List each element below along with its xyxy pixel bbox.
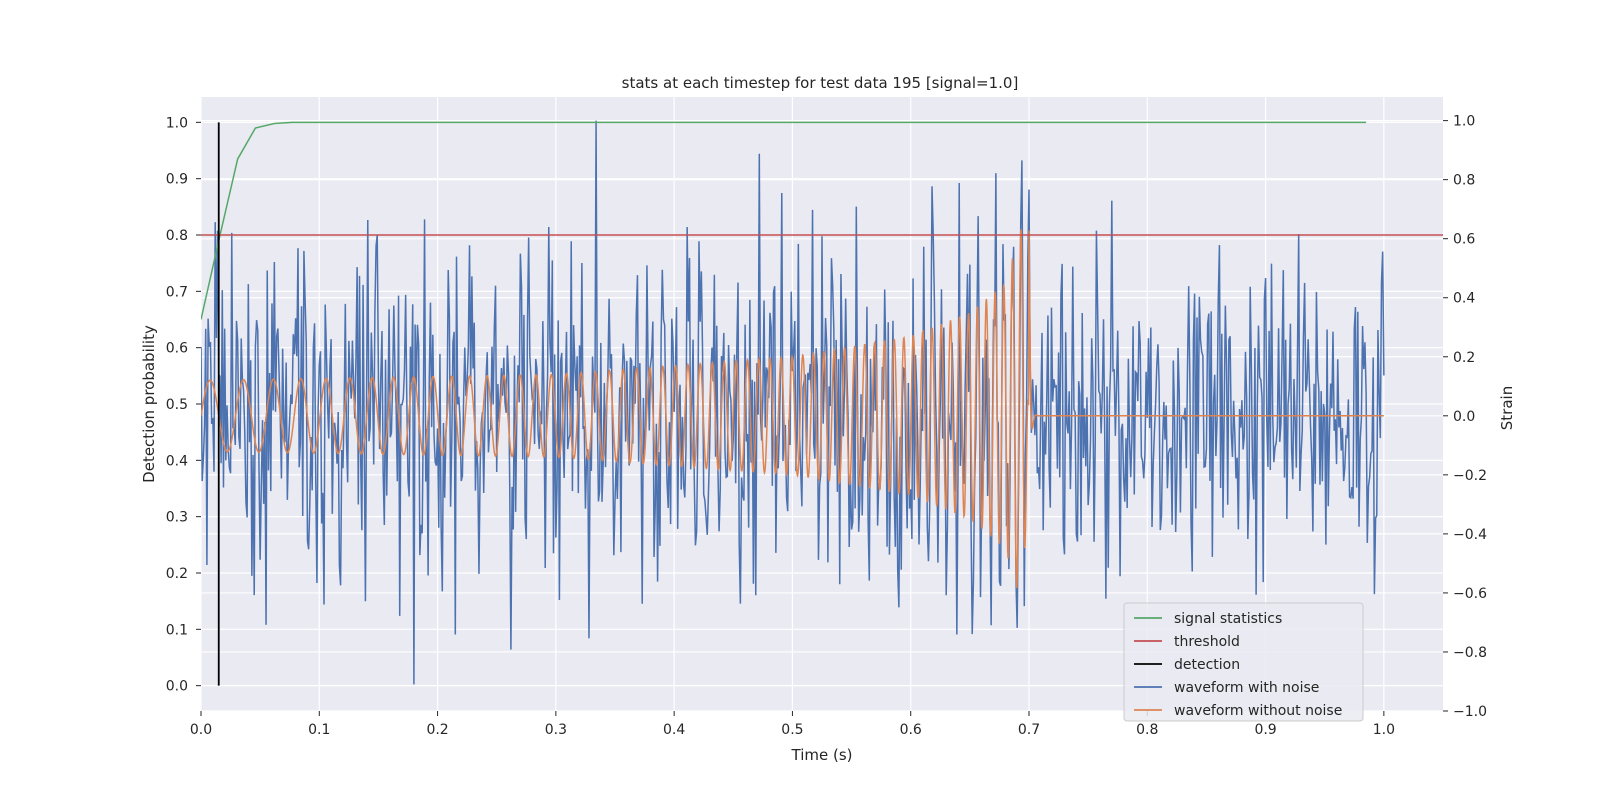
y-right-tick-label: −1.0 [1453, 704, 1487, 720]
x-axis-ticks: 0.0 0.1 0.2 0.3 0.4 0.5 0.6 0.7 0.8 0.9 1.0 [190, 711, 1395, 738]
y-left-axis-ticks: 0.0 0.1 0.2 0.3 0.4 0.5 0.6 0.7 0.8 0.9 1.0 [166, 115, 201, 695]
x-tick-label: 0.3 [545, 722, 567, 738]
y-right-tick-label: −0.2 [1453, 468, 1487, 484]
y-right-axis-ticks: −1.0 −0.8 −0.6 −0.4 −0.2 0.0 0.2 0.4 0.6 0.8 1.0 [1443, 114, 1487, 720]
y-right-tick-label: −0.4 [1453, 527, 1487, 543]
y-left-tick-label: 0.6 [166, 341, 188, 357]
legend-label: detection [1174, 657, 1240, 673]
legend-label: waveform without noise [1174, 703, 1342, 719]
y-right-tick-label: 0.2 [1453, 350, 1475, 366]
y-left-tick-label: 0.4 [166, 453, 188, 469]
y-left-tick-label: 1.0 [166, 115, 188, 131]
y-right-tick-label: 0.4 [1453, 291, 1475, 307]
x-tick-label: 0.5 [781, 722, 803, 738]
x-tick-label: 0.7 [1018, 722, 1040, 738]
y-right-axis-label: Strain [1498, 386, 1516, 430]
y-left-tick-label: 0.8 [166, 228, 188, 244]
chart-title: stats at each timestep for test data 195… [622, 74, 1019, 92]
y-left-tick-label: 0.3 [166, 510, 188, 526]
y-right-tick-label: −0.6 [1453, 586, 1487, 602]
x-axis-label: Time (s) [791, 746, 853, 764]
y-right-tick-label: 0.6 [1453, 232, 1475, 248]
series-signal-statistics [201, 121, 1367, 320]
y-left-tick-label: 0.7 [166, 284, 188, 300]
legend: signal statistics threshold detection wavef… [1123, 602, 1364, 722]
y-right-tick-label: −0.8 [1453, 645, 1487, 661]
x-tick-label: 0.9 [1254, 722, 1276, 738]
legend-label: waveform with noise [1174, 680, 1319, 696]
y-right-tick-label: 0.8 [1453, 173, 1475, 189]
x-tick-label: 0.4 [663, 722, 685, 738]
series-waveform-with-noise [201, 120, 1385, 685]
x-tick-label: 0.2 [426, 722, 448, 738]
legend-label: signal statistics [1174, 611, 1282, 627]
series-waveform-without-noise [201, 229, 1384, 589]
y-left-tick-label: 0.9 [166, 172, 188, 188]
legend-label: threshold [1174, 634, 1240, 650]
x-tick-label: 0.0 [190, 722, 212, 738]
legend-frame [1123, 602, 1364, 722]
y-right-tick-label: 0.0 [1453, 409, 1475, 425]
y-left-tick-label: 0.2 [166, 566, 188, 582]
y-right-tick-label: 1.0 [1453, 114, 1475, 130]
y-left-tick-label: 0.5 [166, 397, 188, 413]
y-left-axis-label: Detection probability [140, 325, 158, 483]
x-tick-label: 0.8 [1136, 722, 1158, 738]
x-tick-label: 0.6 [900, 722, 922, 738]
x-tick-label: 1.0 [1373, 722, 1395, 738]
x-tick-label: 0.1 [308, 722, 330, 738]
y-left-tick-label: 0.1 [166, 622, 188, 638]
y-left-tick-label: 0.0 [166, 679, 188, 695]
